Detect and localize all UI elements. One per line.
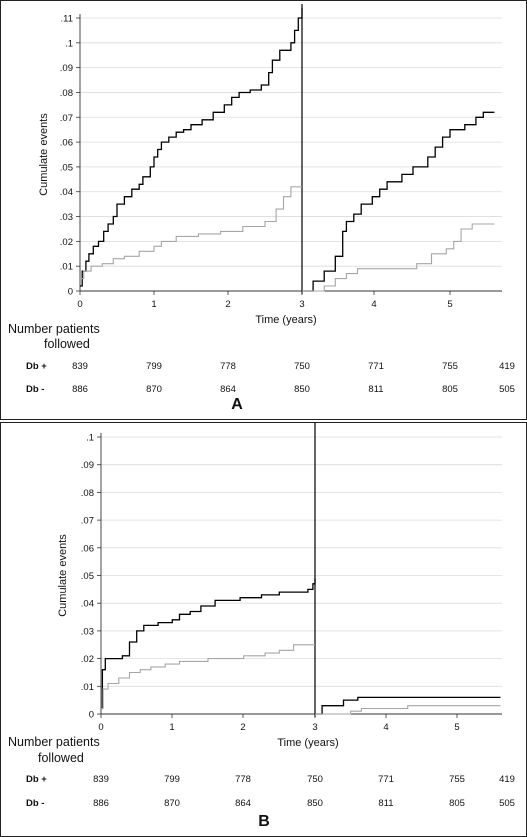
risk-row-value: 505 [499,798,515,809]
x-tick-label: 2 [240,722,245,733]
panel-label: A [231,396,243,413]
risk-table-title-line-1: Number patients [8,322,100,336]
risk-row-value: 805 [449,798,465,809]
panel-b-frame [0,422,527,837]
y-tick-label: .09 [60,63,73,74]
risk-table-title-line-1: Number patients [8,735,100,749]
risk-row-label: Db + [26,774,47,785]
x-tick-label: 3 [299,299,304,310]
y-tick-label: .06 [60,138,73,149]
y-tick-label: .01 [81,682,94,693]
y-tick-label: .01 [60,262,73,273]
series-1-curve-after-3-years [302,111,495,292]
y-tick-label: .05 [81,571,94,582]
y-tick-label: .08 [81,488,94,499]
y-tick-label: .1 [65,38,73,49]
risk-row-value: 864 [235,798,251,809]
risk-row-value: 755 [442,361,458,372]
x-tick-label: 0 [98,722,103,733]
series-1-curve-after-3-years [315,696,501,715]
series-1-curve-first-3-years [80,8,303,287]
risk-row-value: 419 [499,361,515,372]
risk-row-value: 505 [499,384,515,395]
series-2-curve-first-3-years [101,644,315,710]
risk-row-value: 870 [146,384,162,395]
risk-row-value: 805 [442,384,458,395]
risk-row-value: 850 [294,384,310,395]
risk-table-title-line-2: followed [44,337,90,351]
x-tick-label: 4 [383,722,388,733]
y-tick-label: .06 [81,543,94,554]
risk-row-value: 771 [378,774,394,785]
risk-row-value: 839 [93,774,109,785]
x-tick-label: 3 [312,722,317,733]
series-1-curve-first-3-years [101,578,316,710]
x-tick-label: 4 [371,299,376,310]
risk-row-value: 811 [378,798,393,809]
series-2-curve-after-3-years [302,223,495,292]
y-tick-label: .04 [81,599,94,610]
risk-row-label: Db + [26,361,47,372]
y-tick-label: .1 [86,433,94,444]
y-tick-label: 0 [89,710,94,721]
risk-row-value: 778 [220,361,236,372]
y-tick-label: .07 [81,516,94,527]
x-tick-label: 0 [77,299,82,310]
risk-row-value: 870 [164,798,180,809]
risk-table-title: Number patients followed [8,735,100,765]
risk-row-value: 771 [368,361,384,372]
y-tick-label: .03 [81,626,94,637]
risk-row-value: 778 [235,774,251,785]
risk-row-value: 799 [146,361,162,372]
y-tick-label: 0 [68,287,73,298]
series-2-curve-first-3-years [80,186,302,280]
y-tick-label: .09 [81,460,94,471]
panel-label: B [258,813,270,830]
x-tick-label: 1 [169,722,174,733]
x-tick-label: 2 [225,299,230,310]
y-tick-label: .02 [60,237,73,248]
x-axis-title: Time (years) [255,314,316,326]
risk-row-value: 419 [499,774,515,785]
risk-table-title: Number patients followed [8,322,100,351]
risk-row-value: 811 [368,384,383,395]
y-tick-label: .07 [60,113,73,124]
y-axis-title: Cumulate events [38,113,50,196]
risk-row-value: 750 [294,361,310,372]
risk-row-value: 750 [307,774,323,785]
y-tick-label: .11 [60,14,73,25]
x-axis-title: Time (years) [277,737,338,749]
risk-row-value: 839 [72,361,88,372]
y-tick-label: .03 [60,212,73,223]
y-tick-label: .05 [60,162,73,173]
risk-row-value: 886 [93,798,109,809]
y-tick-label: .08 [60,88,73,99]
risk-row-value: 850 [307,798,323,809]
y-tick-label: .04 [60,187,73,198]
risk-row-label: Db - [26,798,44,809]
x-tick-label: 5 [447,299,452,310]
risk-row-value: 755 [449,774,465,785]
risk-row-value: 864 [220,384,236,395]
series-2-curve-after-3-years [315,705,501,715]
risk-row-label: Db - [26,384,44,395]
risk-row-value: 799 [164,774,180,785]
panel-a-frame [0,0,527,420]
y-axis-title: Cumulate events [57,534,69,617]
x-tick-label: 5 [454,722,459,733]
x-tick-label: 1 [151,299,156,310]
y-tick-label: .02 [81,654,94,665]
panel-b: 0 .01 .02 .03 .04 .05 .06 .07 .08 .09 .1 0 1 2 3 4 5 Time… [8,423,515,830]
panel-a: 0 .01 .02 .03 .04 .05 .06 .07 .08 .09 .1 .11 0 1 2 3 4 5 T… [8,4,515,413]
risk-row-value: 886 [72,384,88,395]
risk-table-title-line-2: followed [38,751,84,765]
